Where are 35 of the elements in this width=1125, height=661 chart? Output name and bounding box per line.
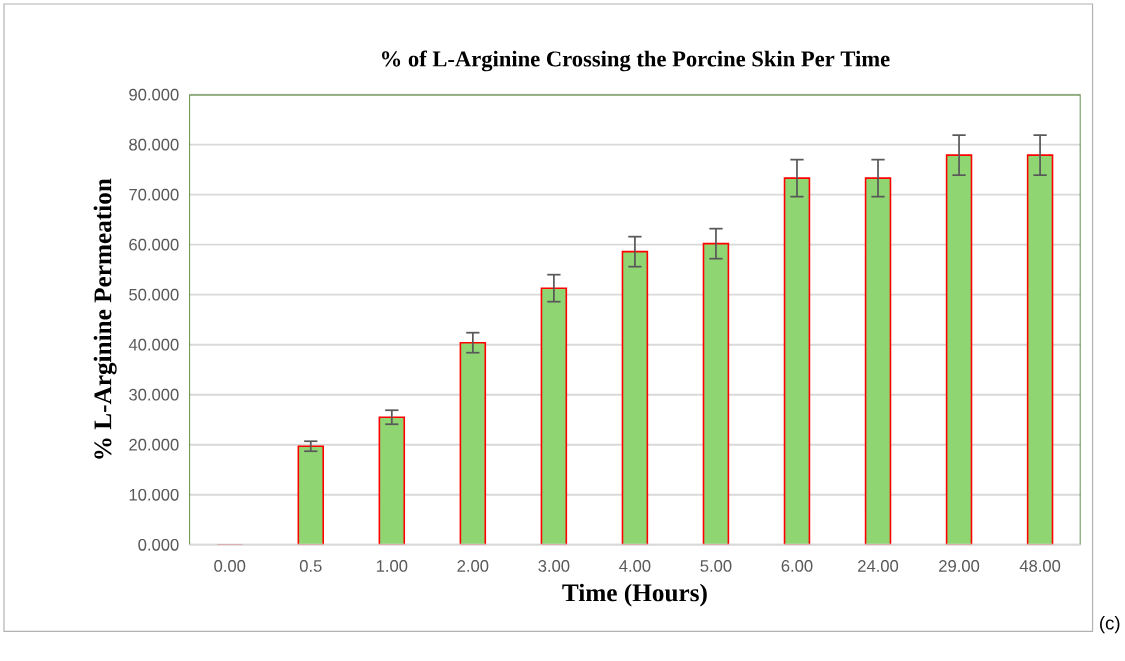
bar [540, 287, 568, 545]
x-tick-label: 6.00 [781, 559, 813, 572]
y-tick-label: 0.000 [138, 538, 179, 551]
bar [945, 154, 973, 545]
x-tick-label: 5.00 [700, 559, 732, 572]
bar [621, 250, 649, 545]
bar [783, 177, 811, 545]
y-tick-label: 20.000 [129, 438, 179, 451]
bar [702, 242, 730, 545]
x-axis-title: Time (Hours) [562, 583, 707, 607]
y-tick-label: 40.000 [128, 338, 179, 351]
x-tick-label: 24.00 [858, 559, 899, 572]
x-tick-label: 2.00 [457, 559, 489, 572]
bar [297, 445, 325, 545]
bar [1026, 154, 1054, 545]
y-tick-label: 90.000 [129, 88, 179, 101]
x-tick-label: 3.00 [538, 559, 570, 572]
y-tick-label: 30.000 [129, 388, 179, 401]
x-tick-label: 4.00 [619, 559, 651, 572]
y-axis-title: % L-Arginine Permeation [93, 178, 117, 459]
y-tick-label: 80.000 [129, 138, 179, 151]
x-tick-label: 1.00 [376, 559, 408, 572]
bar [378, 416, 406, 545]
x-tick-label: 0.00 [214, 559, 246, 572]
x-tick-label: 48.00 [1019, 559, 1061, 572]
bar [459, 341, 487, 545]
x-tick-label: 29.00 [939, 559, 980, 572]
text: (c) [1100, 615, 1120, 634]
chart-title: % of L-Arginine Crossing the Porcine Skin Per Time [382, 50, 890, 72]
y-tick-label: 10.000 [129, 488, 179, 501]
bar [864, 177, 892, 545]
x-tick-label: 0.5 [299, 559, 322, 572]
y-tick-label: 70.000 [129, 188, 179, 201]
y-tick-label: 60.000 [129, 238, 179, 251]
y-tick-label: 50.000 [129, 288, 179, 301]
